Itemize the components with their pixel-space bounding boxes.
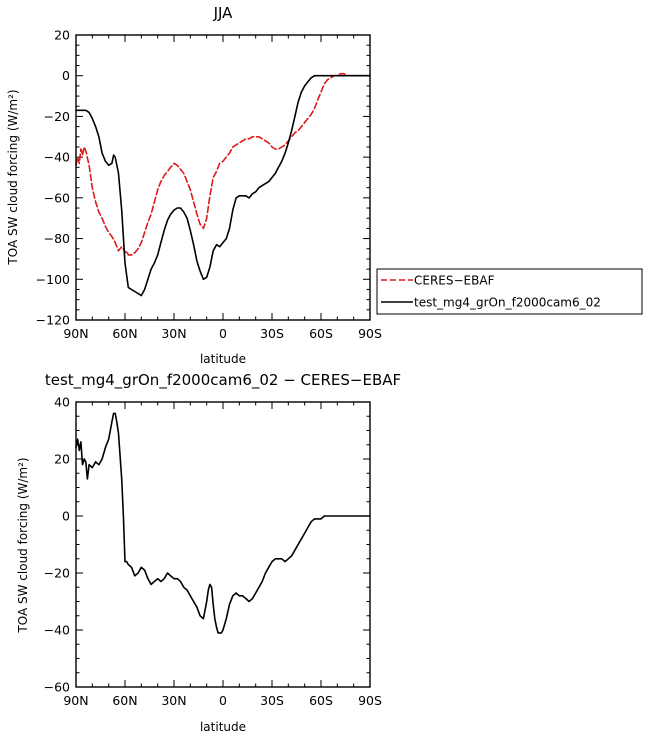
x-tick-label: 60S	[309, 326, 333, 341]
y-tick-label: −80	[44, 231, 70, 246]
bottom-chart-title: test_mg4_grOn_f2000cam6_02 − CERES−EBAF	[45, 371, 401, 390]
x-tick-label: 60N	[112, 693, 137, 708]
legend-label-model: test_mg4_grOn_f2000cam6_02	[414, 296, 601, 310]
y-tick-label: −60	[44, 190, 70, 205]
x-tick-label: 90S	[358, 326, 382, 341]
x-tick-label: 30S	[260, 326, 284, 341]
x-tick-label: 90N	[63, 326, 88, 341]
y-tick-label: −40	[44, 150, 70, 165]
top-chart-xlabel: latitude	[200, 352, 246, 366]
y-tick-label: 40	[54, 395, 70, 410]
top-chart-panel: JJA TOA SW cloud forcing (W/m²) latitude…	[6, 4, 382, 366]
y-tick-label: −20	[44, 109, 70, 124]
x-tick-label: 90N	[63, 693, 88, 708]
y-tick-label: 20	[54, 452, 70, 467]
x-tick-label: 60S	[309, 693, 333, 708]
x-tick-label: 30S	[260, 693, 284, 708]
legend: CERES−EBAF test_mg4_grOn_f2000cam6_02	[376, 268, 643, 315]
x-tick-label: 90S	[358, 693, 382, 708]
series-line-model	[75, 74, 371, 297]
y-tick-label: −20	[44, 566, 70, 581]
top-chart-title: JJA	[213, 4, 234, 22]
top-chart-ylabel: TOA SW cloud forcing (W/m²)	[6, 89, 20, 265]
y-tick-label: 0	[62, 509, 70, 524]
y-tick-label: −40	[44, 623, 70, 638]
y-tick-label: −60	[44, 680, 70, 695]
legend-box	[376, 268, 643, 315]
x-tick-label: 0	[219, 326, 227, 341]
y-tick-label: 20	[54, 28, 70, 43]
bottom-chart-xlabel: latitude	[200, 720, 246, 734]
top-chart-plot-frame	[75, 34, 371, 321]
y-tick-label: 0	[62, 68, 70, 83]
bottom-chart-ylabel: TOA SW cloud forcing (W/m²)	[16, 457, 30, 633]
series-line-difference	[75, 412, 371, 634]
legend-label-ceres: CERES−EBAF	[414, 274, 495, 288]
x-tick-label: 30N	[161, 693, 186, 708]
y-tick-label: −120	[36, 313, 70, 328]
x-tick-label: 0	[219, 693, 227, 708]
bottom-chart-plot-frame	[75, 401, 371, 688]
series-line-ceres-ebaf	[75, 72, 371, 256]
x-tick-label: 30N	[161, 326, 186, 341]
bottom-chart-panel: test_mg4_grOn_f2000cam6_02 − CERES−EBAF …	[16, 371, 401, 734]
y-tick-label: −100	[36, 272, 70, 287]
x-tick-label: 60N	[112, 326, 137, 341]
